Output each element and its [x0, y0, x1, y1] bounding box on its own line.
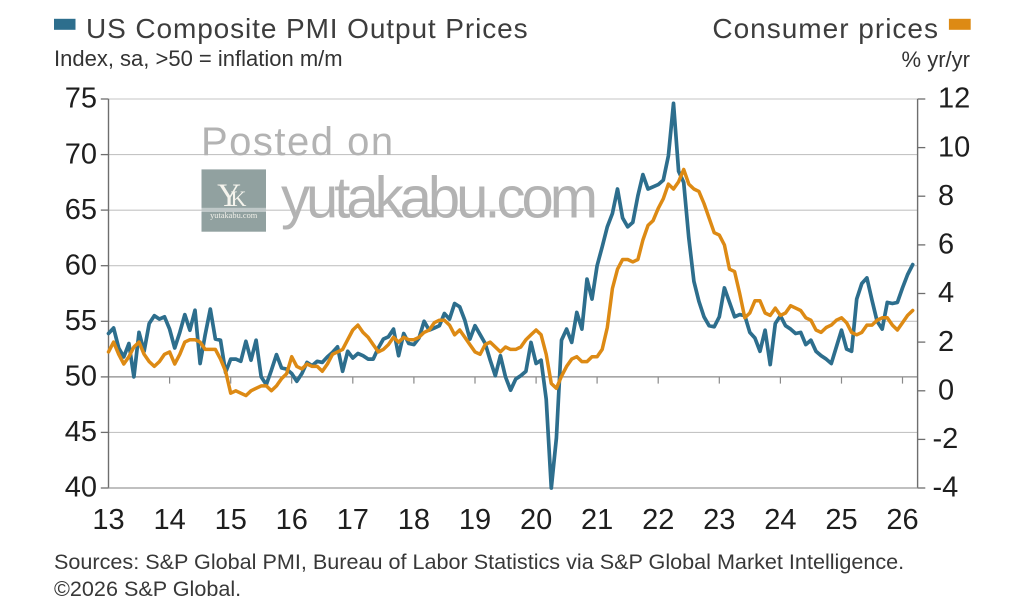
svg-text:55: 55	[65, 305, 97, 337]
svg-text:26: 26	[886, 504, 918, 536]
svg-text:45: 45	[65, 416, 97, 448]
svg-text:16: 16	[276, 504, 308, 536]
svg-text:40: 40	[65, 472, 97, 504]
svg-text:14: 14	[153, 504, 185, 536]
svg-text:19: 19	[459, 504, 491, 536]
svg-text:23: 23	[703, 504, 735, 536]
svg-text:17: 17	[337, 504, 369, 536]
svg-text:Consumer prices: Consumer prices	[712, 13, 939, 44]
svg-text:Index, sa, >50 = inflation m/m: Index, sa, >50 = inflation m/m	[54, 46, 343, 71]
svg-text:-4: -4	[933, 472, 959, 504]
svg-text:13: 13	[92, 504, 124, 536]
svg-text:15: 15	[215, 504, 247, 536]
svg-text:70: 70	[65, 138, 97, 170]
svg-text:yutakabu.com: yutakabu.com	[281, 166, 595, 231]
svg-text:24: 24	[764, 504, 796, 536]
svg-text:25: 25	[825, 504, 857, 536]
svg-text:18: 18	[398, 504, 430, 536]
svg-text:% yr/yr: % yr/yr	[902, 47, 970, 72]
svg-text:K: K	[231, 186, 247, 211]
svg-text:0: 0	[938, 374, 954, 406]
svg-text:2: 2	[938, 326, 954, 358]
svg-text:50: 50	[65, 361, 97, 393]
svg-text:Posted on: Posted on	[201, 120, 395, 164]
svg-text:75: 75	[65, 83, 97, 115]
svg-text:4: 4	[938, 277, 954, 309]
svg-text:US Composite PMI Output Prices: US Composite PMI Output Prices	[86, 13, 528, 44]
svg-text:65: 65	[65, 194, 97, 226]
svg-text:6: 6	[938, 229, 954, 261]
svg-text:21: 21	[581, 504, 613, 536]
svg-text:©2026 S&P Global.: ©2026 S&P Global.	[54, 576, 241, 601]
svg-text:60: 60	[65, 249, 97, 281]
svg-text:10: 10	[938, 131, 970, 163]
svg-text:20: 20	[520, 504, 552, 536]
svg-text:-2: -2	[933, 423, 959, 455]
svg-text:22: 22	[642, 504, 674, 536]
svg-text:yutakabu.com: yutakabu.com	[210, 211, 258, 220]
svg-text:8: 8	[938, 180, 954, 212]
svg-text:Sources: S&P Global PMI, Burea: Sources: S&P Global PMI, Bureau of Labor…	[54, 549, 904, 574]
svg-text:Y: Y	[217, 178, 241, 214]
svg-text:12: 12	[938, 83, 970, 115]
